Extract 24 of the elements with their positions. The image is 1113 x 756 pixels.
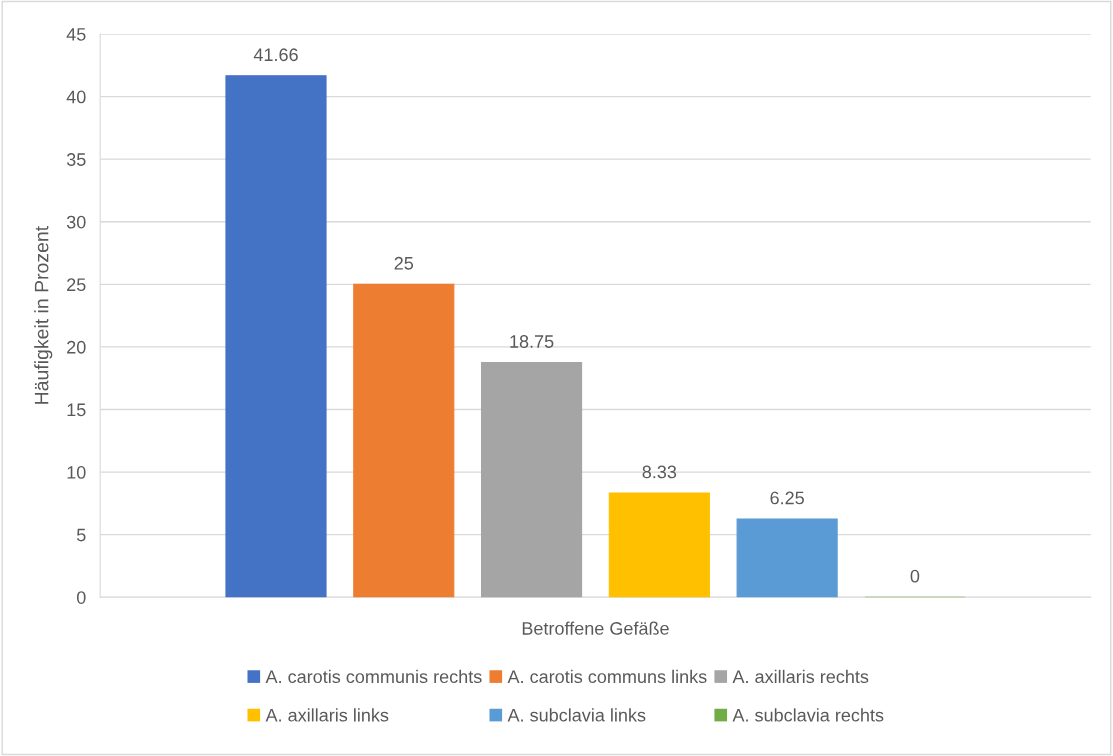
data-label: 8.33 (642, 465, 677, 479)
data-label: 41.66 (253, 48, 298, 62)
data-label: 6.25 (770, 491, 804, 505)
y-tick-label: 0 (76, 591, 86, 604)
data-label: 0 (910, 569, 920, 583)
y-tick-label: 25 (67, 278, 86, 292)
data-label: 18.75 (510, 335, 554, 348)
y-tick-label: 5 (76, 528, 86, 542)
legend-label: A. subclavia links (507, 708, 646, 722)
legend-label: A. carotis communis rechts (265, 669, 482, 684)
x-axis-title: Betroffene Gefäße (522, 621, 669, 635)
legend-label: A. carotis communs links (507, 669, 707, 684)
data-label: 25 (394, 256, 414, 270)
y-tick-label: 10 (67, 466, 86, 479)
y-axis-title: Häufigkeit in Prozent (34, 226, 53, 404)
y-tick-label: 35 (66, 153, 86, 166)
y-tick-label: 30 (66, 215, 86, 229)
y-tick-label: 45 (66, 28, 86, 41)
legend-label: A. subclavia rechts (732, 708, 884, 722)
y-tick-label: 20 (67, 340, 86, 354)
y-tick-label: 40 (66, 90, 86, 104)
legend-label: A. axillaris links (265, 708, 389, 722)
y-tick-label: 15 (67, 403, 86, 417)
legend-label: A. axillaris rechts (732, 669, 869, 684)
